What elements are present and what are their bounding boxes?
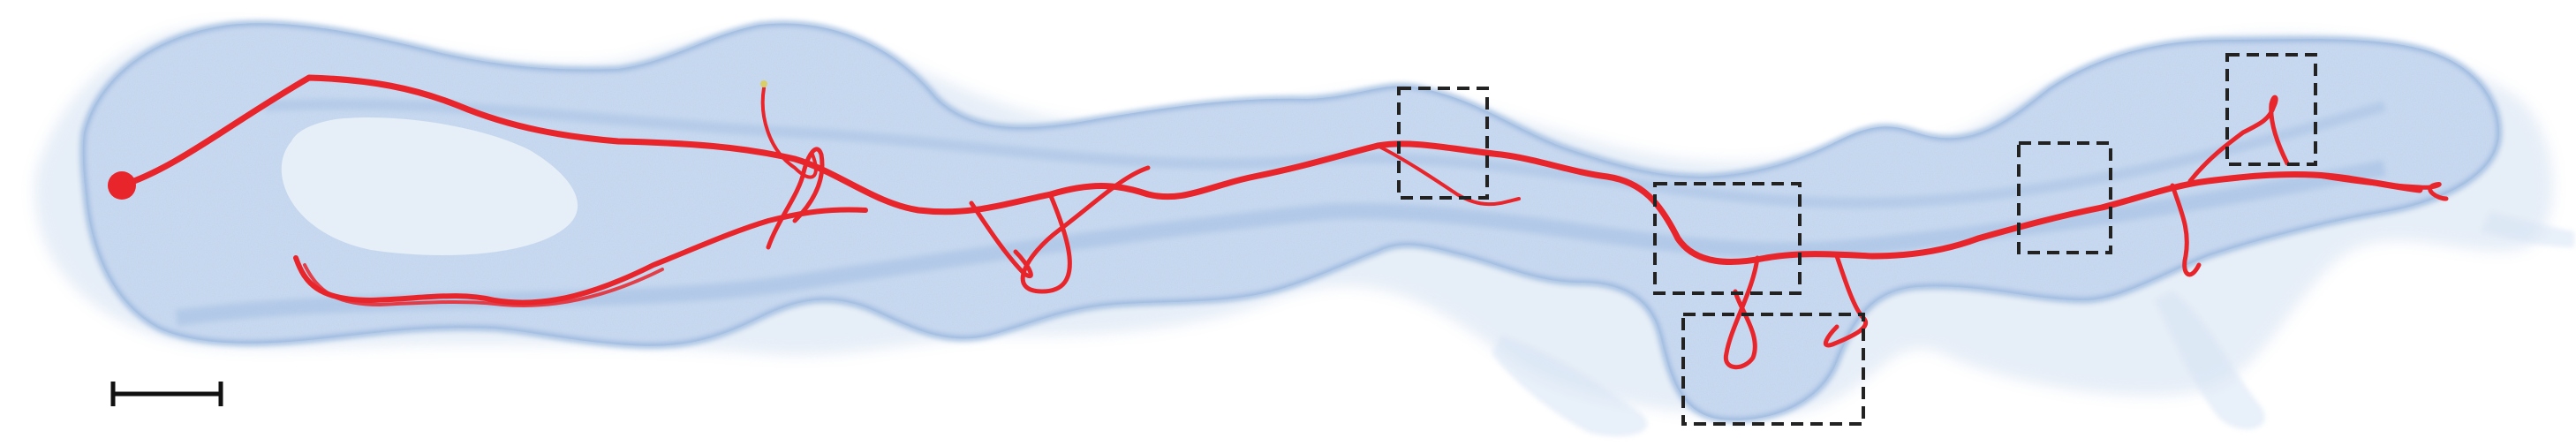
yellow-blip xyxy=(760,80,767,87)
start-marker xyxy=(108,171,136,200)
scale-bar xyxy=(113,382,221,406)
